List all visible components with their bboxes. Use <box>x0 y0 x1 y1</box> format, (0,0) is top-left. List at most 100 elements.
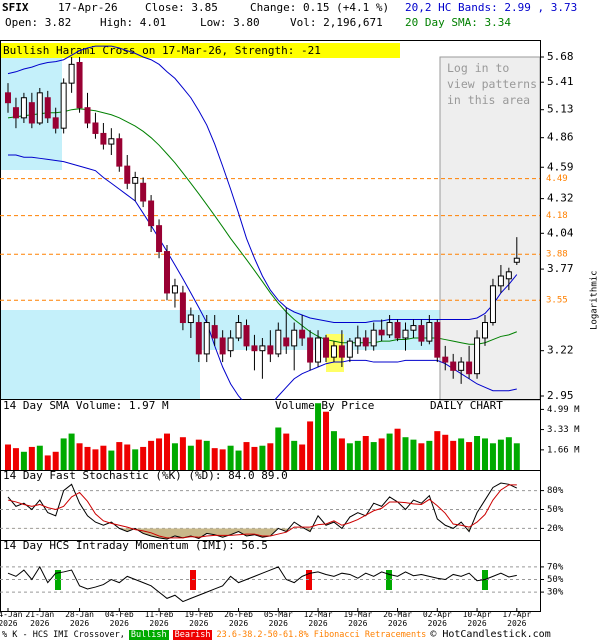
candle-body <box>36 92 43 124</box>
volume-bar <box>378 438 385 470</box>
candle-body <box>426 322 433 342</box>
candle-body <box>259 345 266 352</box>
candle-body <box>505 271 512 280</box>
volume-bar <box>458 438 465 470</box>
overlay-line <box>8 154 517 400</box>
indicator-line <box>7 482 518 540</box>
overlay-line <box>7 45 518 324</box>
y-tick-label: 5.41 <box>547 75 574 88</box>
x-tick-label: 14-Jan 2026 <box>0 610 23 628</box>
banner-bg <box>0 43 400 58</box>
volume-bar <box>28 446 35 470</box>
volume-bar <box>307 421 314 470</box>
volume-bar <box>5 444 11 470</box>
candle-body <box>370 329 377 347</box>
y-tick-label: 70% <box>547 562 564 572</box>
volume-bar <box>84 446 91 470</box>
candle-body <box>450 361 457 371</box>
candle-body <box>227 337 234 352</box>
x-tick-label: 19-Mar 2026 <box>343 610 373 628</box>
volume-bar <box>354 440 361 470</box>
volume-bar <box>394 428 401 470</box>
candle-body <box>497 275 504 287</box>
volume-bar <box>283 433 290 470</box>
oversold-shade <box>8 528 517 540</box>
volume-bar <box>116 442 123 470</box>
candle-body <box>92 122 99 134</box>
candle-body <box>338 345 345 358</box>
candle-body <box>132 176 139 184</box>
y-tick-label: 5.13 <box>547 103 574 116</box>
candle-body <box>315 337 322 363</box>
y-tick-label: 30% <box>547 588 564 598</box>
open: Open: 3.82 <box>5 16 71 29</box>
volume-bar <box>330 431 337 470</box>
candle-body <box>458 361 465 371</box>
candle-body <box>243 325 250 347</box>
volume-bar <box>370 442 377 470</box>
volume-bar <box>60 438 67 470</box>
volume-bar <box>203 440 210 470</box>
crossover-label: % K - HCS IMI Crossover, <box>2 630 125 640</box>
volume-bar <box>434 431 441 470</box>
candle-body <box>140 182 147 202</box>
fib-label: 3.88 <box>546 250 568 260</box>
candle-body <box>251 345 258 352</box>
volume-bar <box>513 443 520 470</box>
volume-bar <box>132 449 139 470</box>
candle-body <box>291 329 298 347</box>
volume-bar <box>466 442 473 470</box>
volume-bar <box>442 434 449 470</box>
y-tick-label: 4.04 <box>547 226 574 239</box>
date: 17-Apr-26 <box>58 1 118 14</box>
candle-body <box>20 97 27 119</box>
volume-bar <box>36 445 43 470</box>
volume-bar <box>227 445 234 470</box>
symbol: SFIX <box>2 1 29 14</box>
volume-bar <box>450 440 457 470</box>
candle-body <box>5 92 11 104</box>
scale-label: Logarithmic <box>590 270 600 330</box>
volume-bar <box>108 450 115 470</box>
candle-body <box>68 63 75 84</box>
x-tick-label: 28-Jan 2026 <box>65 610 94 628</box>
y-tick-label: 1.66 M <box>547 445 580 455</box>
x-tick-label: 02-Apr 2026 <box>422 610 452 628</box>
panel-title: 14 Day SMA Volume: 1.97 M <box>3 399 169 412</box>
volume-bar <box>497 439 504 470</box>
volume-bar <box>386 433 393 470</box>
candle-body <box>52 117 59 129</box>
candle-body <box>235 322 242 339</box>
crossover-signal <box>386 570 392 590</box>
x-tick-label: 05-Mar 2026 <box>263 610 293 628</box>
candle-body <box>402 329 409 339</box>
x-tick-label: 26-Mar 2026 <box>383 610 412 628</box>
y-tick-label: 5.68 <box>547 50 574 63</box>
login-area <box>439 56 541 401</box>
volume-bar <box>418 443 425 470</box>
volume-bar <box>291 440 298 470</box>
volume-bar <box>259 445 266 470</box>
volume-bar <box>505 437 512 470</box>
x-tick-label: 19-Feb 2026 <box>184 610 214 628</box>
x-tick-label: 26-Feb 2026 <box>224 610 253 628</box>
volume-bar <box>338 438 345 470</box>
volume-bar <box>76 443 83 470</box>
y-tick-label: 20% <box>547 524 564 534</box>
volume: Vol: 2,196,671 <box>290 16 383 29</box>
y-tick-label: 3.33 M <box>547 425 580 435</box>
candle-body <box>84 107 91 124</box>
low: Low: 3.80 <box>200 16 260 29</box>
candle-body <box>346 340 353 358</box>
copyright: © HotCandlestick.com <box>430 629 551 640</box>
candle-body <box>100 132 107 145</box>
volume-bar <box>243 442 250 470</box>
panel-title: 14 Day Fast Stochastic (%K) (%D): 84.0 8… <box>3 469 288 482</box>
candle-body <box>489 285 496 324</box>
volume-bar <box>12 448 19 470</box>
volume-bar <box>410 439 417 470</box>
candle-body <box>76 61 83 109</box>
candle-body <box>330 345 337 358</box>
volume-bar <box>362 436 369 470</box>
